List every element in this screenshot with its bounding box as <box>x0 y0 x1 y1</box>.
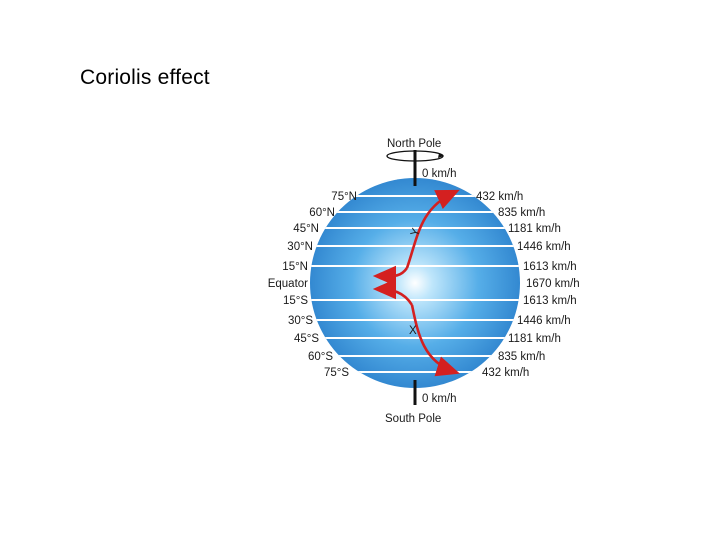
speed-label: 835 km/h <box>498 207 545 219</box>
slide-title: Coriolis effect <box>80 66 210 89</box>
speed-label: 1446 km/h <box>517 241 571 253</box>
latitude-label: 30°S <box>288 315 313 327</box>
speed-label: 1181 km/h <box>508 223 561 235</box>
speed-label: 432 km/h <box>476 191 523 203</box>
marker-x: X <box>409 325 417 337</box>
arrow-south-west <box>372 278 414 306</box>
marker-y: Y <box>409 227 423 239</box>
arrow-south-east <box>410 304 460 377</box>
globe <box>310 178 520 388</box>
latitude-label: 60°S <box>308 351 333 363</box>
bottom-speed-label: 0 km/h <box>422 393 457 405</box>
latitude-label: Equator <box>268 278 308 290</box>
latitude-label: 30°N <box>287 241 313 253</box>
top-speed-label: 0 km/h <box>422 168 457 180</box>
latitude-labels: 75°N 60°N 45°N 30°N 15°N Equator 15°S 30°S 45°S 6… <box>268 191 357 379</box>
latitude-label: 15°S <box>283 295 308 307</box>
speed-label: 1613 km/h <box>523 261 577 273</box>
speed-label: 1613 km/h <box>523 295 577 307</box>
speed-label: 1670 km/h <box>526 278 580 290</box>
arrow-north-west <box>372 265 409 287</box>
latitude-label: 15°N <box>282 261 308 273</box>
arrow-north-east <box>405 189 460 269</box>
latitude-label: 45°S <box>294 333 319 345</box>
latitude-label: 75°N <box>331 191 357 203</box>
rotation-arrowhead <box>438 153 444 158</box>
latitude-label: 75°S <box>324 367 349 379</box>
latitude-label: 60°N <box>309 207 335 219</box>
latitude-label: 45°N <box>293 223 319 235</box>
speed-label: 1446 km/h <box>517 315 571 327</box>
south-pole-label: South Pole <box>385 413 441 425</box>
north-pole-label: North Pole <box>387 138 441 150</box>
speed-label: 1181 km/h <box>508 333 561 345</box>
speed-label: 835 km/h <box>498 351 545 363</box>
speed-label: 432 km/h <box>482 367 529 379</box>
speed-labels: 432 km/h 835 km/h 1181 km/h 1446 km/h 1613 k… <box>476 191 580 379</box>
